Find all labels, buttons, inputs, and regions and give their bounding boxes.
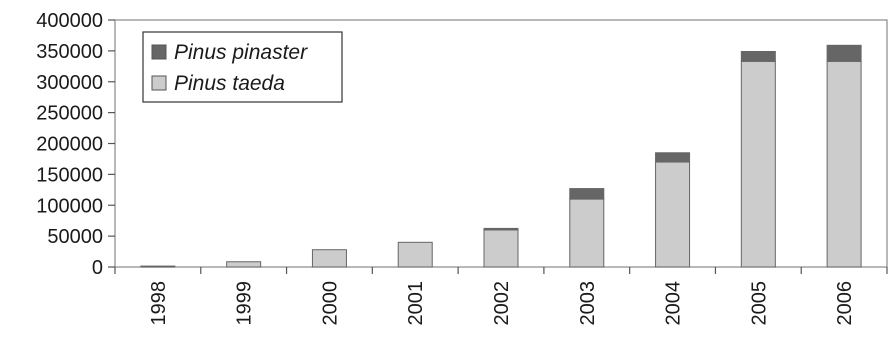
axes: 0 50000 100000 150000 200000 250000 300000 3500… — [36, 10, 888, 326]
bar-pinus-taeda-2005 — [740, 60, 776, 268]
y-tick-label: 0 — [92, 257, 103, 279]
legend-box — [142, 31, 343, 103]
bars — [140, 44, 862, 268]
bar-pinus-pinaster-2006 — [826, 44, 862, 62]
x-tick-label: 2002 — [491, 281, 513, 326]
y-tick-label: 300000 — [36, 72, 103, 94]
y-tick-label: 250000 — [36, 103, 103, 125]
bar-pinus-taeda-1999 — [226, 261, 262, 268]
x-tick-label: 2003 — [577, 281, 599, 326]
y-tick-label: 150000 — [36, 164, 103, 186]
x-tick-label: 2000 — [319, 281, 341, 326]
bar-pinus-taeda-2002 — [483, 229, 519, 268]
y-tick-label: 100000 — [36, 195, 103, 217]
x-tick-label: 1998 — [148, 281, 170, 326]
legend-label: Pinus pinaster — [174, 41, 308, 64]
bar-pinus-pinaster-2004 — [655, 152, 691, 163]
legend-label: Pinus taeda — [174, 72, 285, 95]
bar-pinus-taeda-2006 — [826, 60, 862, 268]
bar-pinus-taeda-2000 — [311, 249, 347, 268]
x-tick-label: 2005 — [748, 281, 770, 326]
bar-pinus-taeda-2004 — [655, 161, 691, 268]
bar-pinus-pinaster-2005 — [740, 50, 776, 62]
x-tick-label: 2004 — [663, 281, 685, 326]
bar-pinus-pinaster-2003 — [569, 188, 605, 200]
bar-pinus-taeda-2003 — [569, 198, 605, 268]
bar-pinus-taeda-1998 — [140, 265, 176, 268]
legend-swatch — [151, 44, 167, 60]
x-tick-label: 2006 — [834, 281, 856, 326]
y-tick-label: 50000 — [47, 226, 103, 248]
legend-swatch — [151, 75, 167, 91]
bar-pinus-taeda-2001 — [397, 241, 433, 268]
y-tick-label: 400000 — [36, 10, 103, 32]
y-tick-label: 350000 — [36, 41, 103, 63]
x-tick-label: 1999 — [234, 281, 256, 326]
y-tick-label: 200000 — [36, 134, 103, 156]
x-tick-label: 2001 — [405, 281, 427, 326]
bar-pinus-pinaster-2002 — [483, 227, 519, 231]
legend: Pinus pinaster Pinus taeda — [142, 31, 343, 103]
